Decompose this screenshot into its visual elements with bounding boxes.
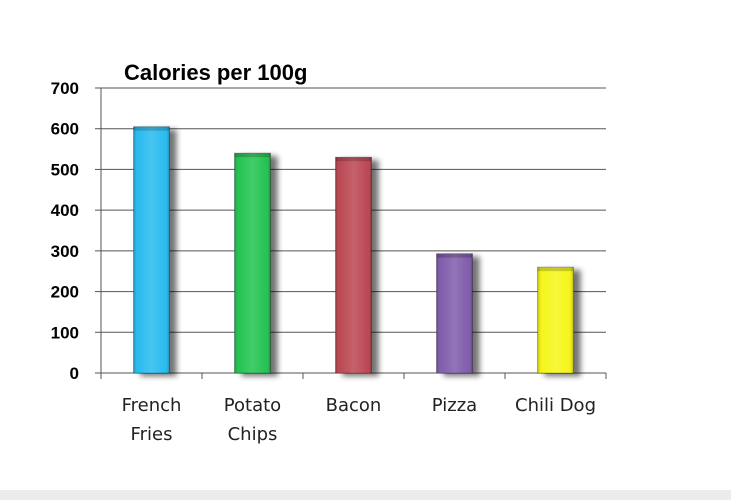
bar-top-edge	[335, 157, 372, 162]
bar	[133, 126, 170, 374]
bar-sheen	[133, 126, 170, 373]
bar-top-edge	[537, 267, 574, 272]
footer-strip	[0, 490, 731, 500]
bar	[537, 266, 574, 374]
y-tick-label: 300	[51, 242, 79, 261]
x-category-label: Fries	[131, 424, 173, 445]
y-tick-label: 700	[51, 79, 79, 98]
bar-sheen	[436, 253, 473, 373]
bar-top-edge	[436, 253, 473, 258]
labels: 0 100 200 300 400 500 600 700 French Fries Potato C…	[51, 79, 596, 445]
bar	[234, 152, 271, 374]
bar-sheen	[335, 157, 372, 373]
y-tick-label: 400	[51, 201, 79, 220]
x-category-label: Bacon	[326, 395, 382, 416]
bar-sheen	[537, 267, 574, 373]
bar	[335, 156, 372, 374]
bar-top-edge	[234, 153, 271, 158]
bar	[436, 253, 473, 374]
x-category-label: French	[122, 395, 182, 416]
y-tick-label: 200	[51, 283, 79, 302]
bar-sheen	[234, 153, 271, 373]
y-tick-label: 0	[70, 364, 79, 383]
y-tick-label: 100	[51, 323, 79, 342]
chart-title: Calories per 100g	[124, 60, 307, 85]
bars	[133, 126, 574, 374]
x-category-label: Pizza	[432, 395, 477, 416]
x-category-label: Chili Dog	[515, 395, 596, 416]
y-tick-label: 500	[51, 160, 79, 179]
bar-top-edge	[133, 126, 170, 131]
x-category-label: Chips	[228, 424, 278, 445]
x-category-label: Potato	[224, 395, 281, 416]
y-tick-label: 600	[51, 120, 79, 139]
